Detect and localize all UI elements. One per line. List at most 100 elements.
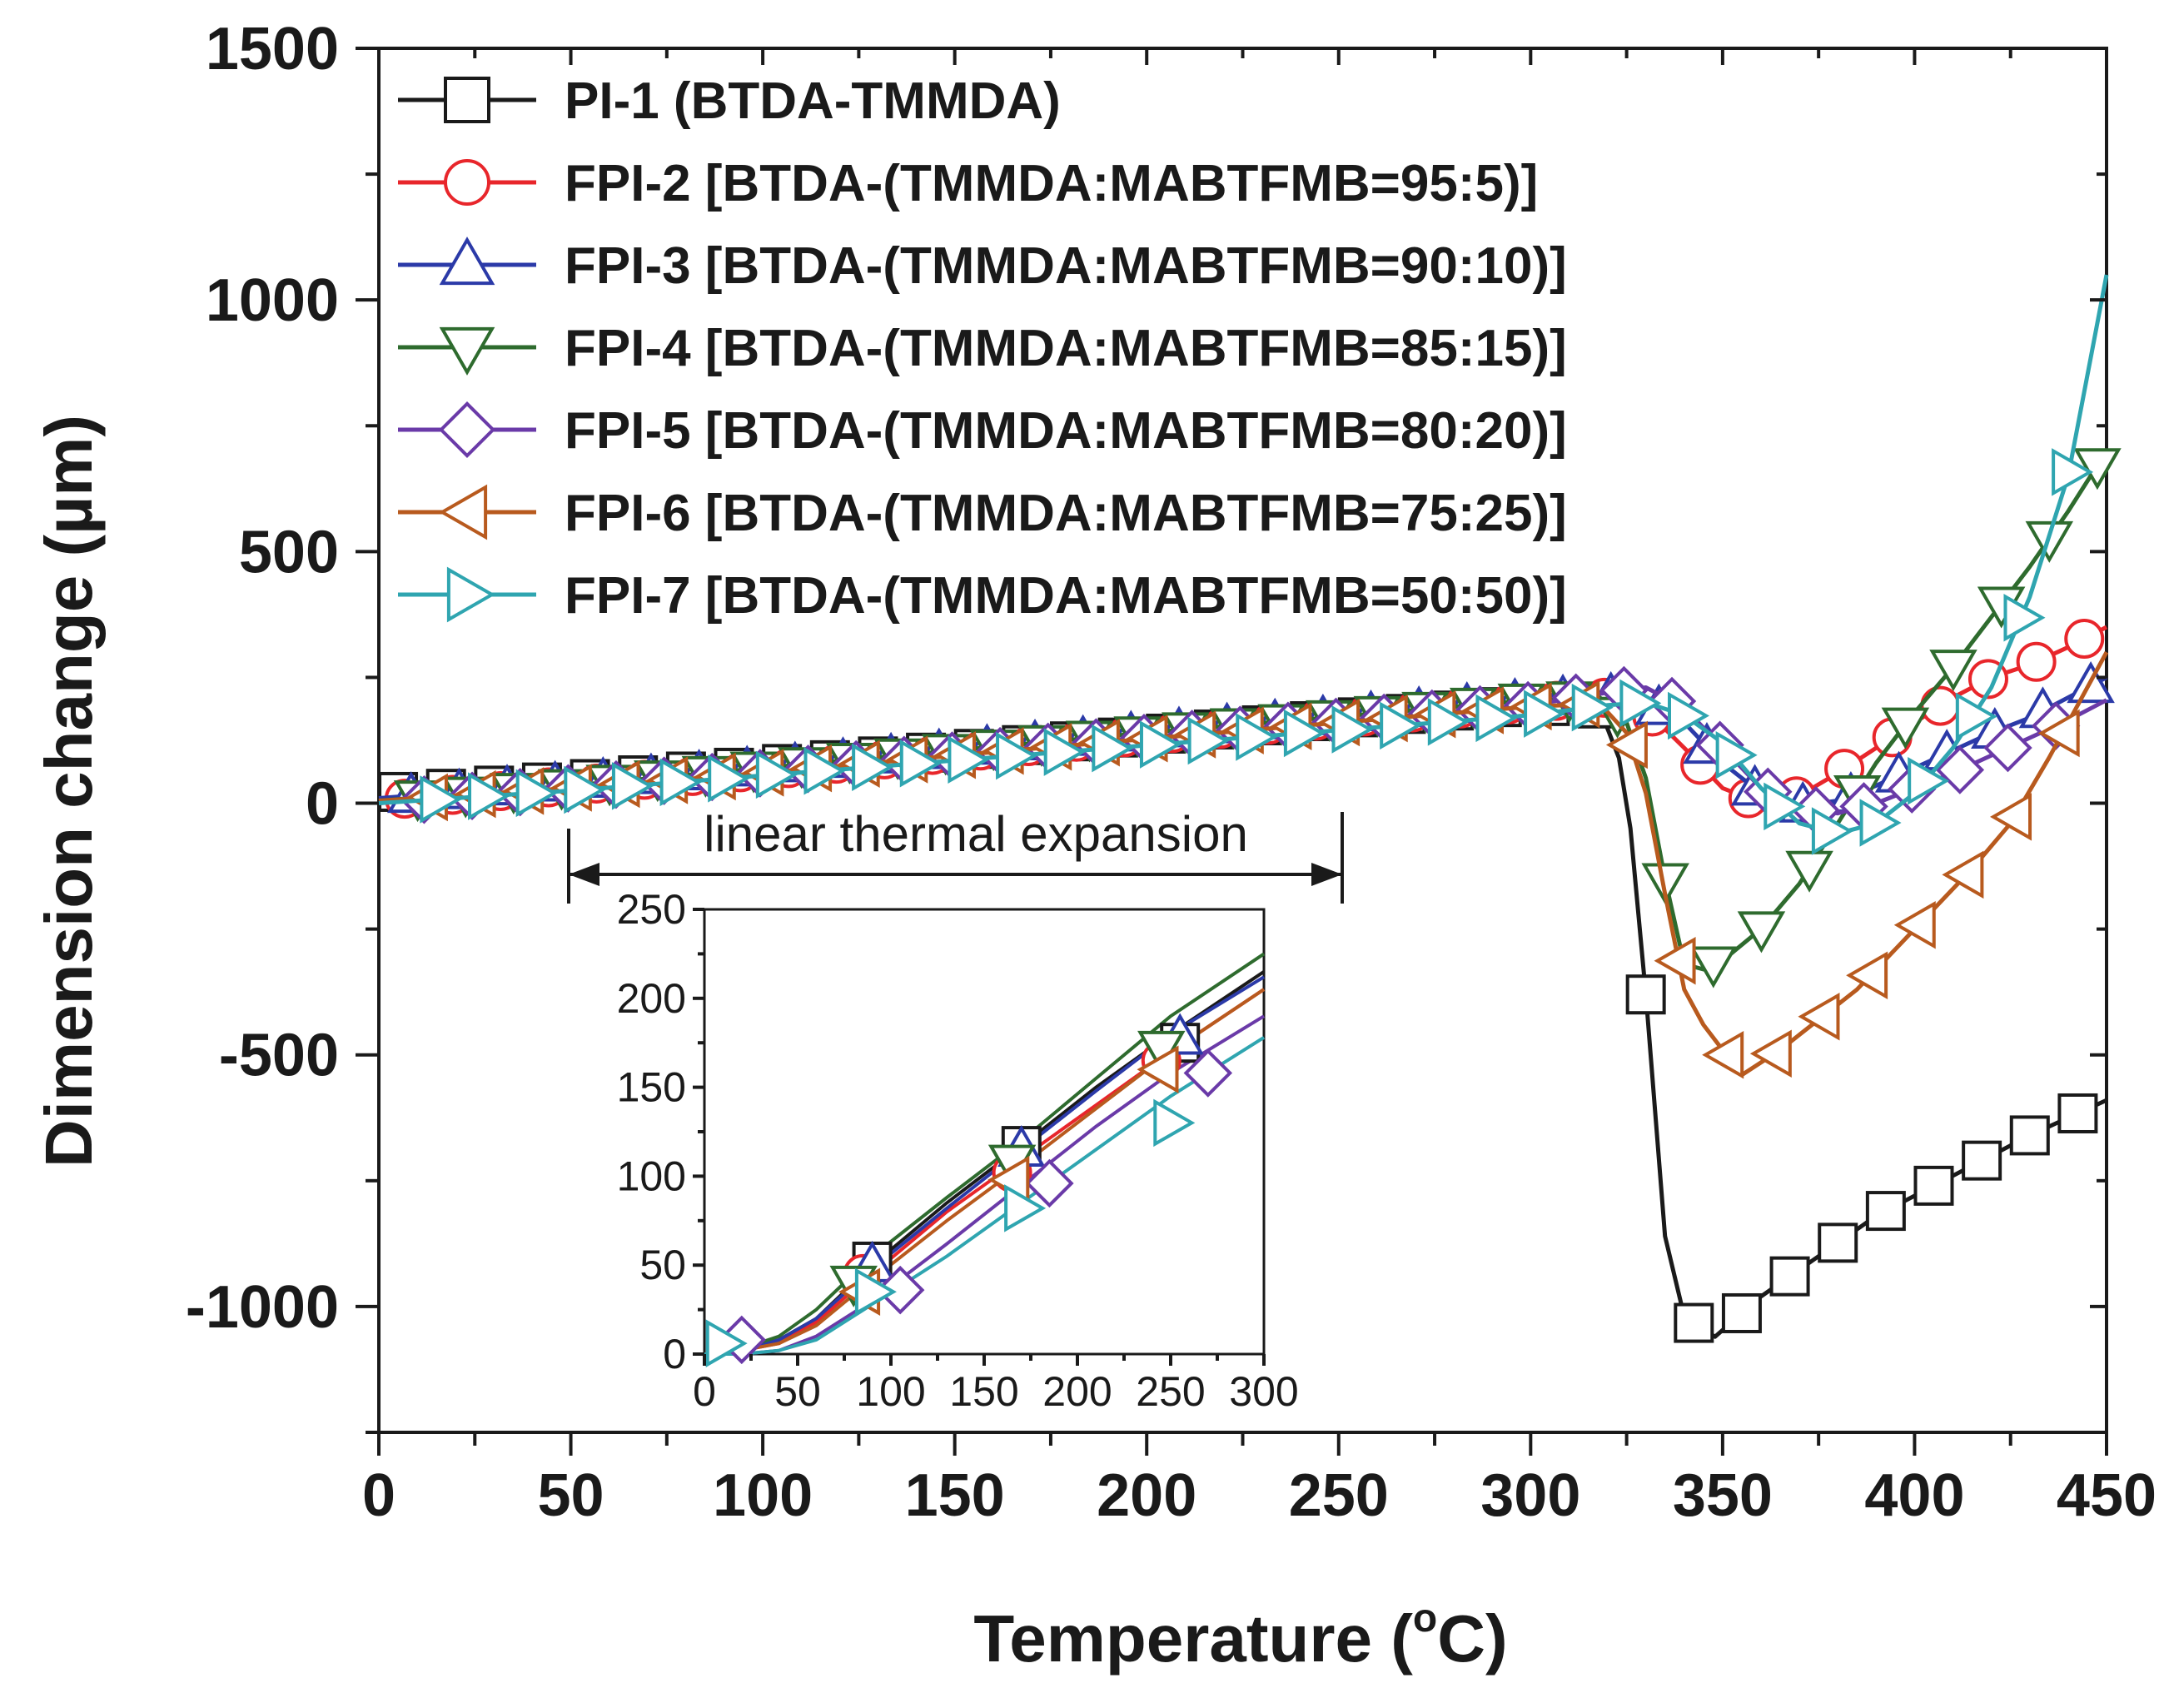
series-marker (1524, 690, 1566, 738)
inset-markers-7 (705, 1098, 1196, 1367)
series-marker (852, 743, 894, 792)
series-marker (1654, 936, 1696, 985)
x-axis-title: Temperature (oC) (973, 1596, 1507, 1676)
y-tick-label: 0 (306, 771, 339, 838)
legend-marker (444, 77, 490, 123)
inset-series-group (704, 952, 1266, 1367)
series-marker (1990, 793, 2032, 841)
legend-label: FPI-6 [BTDA-(TMMDA:MABTFMB=75:25)] (565, 485, 1567, 542)
legend-item-7: FPI-7 [BTDA-(TMMDA:MABTFMB=50:50)] (398, 566, 1567, 625)
series-marker (899, 739, 942, 788)
y-tick-label: -500 (219, 1023, 339, 1089)
legend-item-5: FPI-5 [BTDA-(TMMDA:MABTFMB=80:20)] (398, 401, 1567, 460)
series-marker (1139, 720, 1181, 769)
series-marker (1715, 730, 1758, 779)
inset-x-tick-label: 300 (1229, 1368, 1298, 1415)
series-marker (611, 762, 654, 810)
legend-item-4: FPI-4 [BTDA-(TMMDA:MABTFMB=85:15)] (398, 320, 1567, 377)
x-tick-label: 200 (1097, 1462, 1196, 1529)
series-marker (1908, 757, 1950, 805)
inset-y-tick-label: 250 (617, 886, 686, 933)
legend-marker (446, 566, 495, 623)
annotation-arrow-left-head (569, 863, 599, 886)
y-axis-title: Dimension change (µm) (32, 415, 106, 1168)
inset-series-line (704, 988, 1266, 1356)
series-marker (2057, 1093, 2098, 1133)
series-marker (1942, 850, 1984, 899)
inset-y-tick-label: 200 (617, 975, 686, 1022)
inset-marker (1153, 1098, 1196, 1148)
legend-label: FPI-3 [BTDA-(TMMDA:MABTFMB=90:10)] (565, 237, 1567, 295)
inset-x-tick-label: 150 (949, 1368, 1018, 1415)
inset-x-tick-label: 50 (774, 1368, 821, 1415)
series-marker (1811, 807, 1853, 855)
legend-item-2: FPI-2 [BTDA-(TMMDA:MABTFMB=95:5)] (398, 155, 1538, 212)
main-series-group (378, 274, 2122, 1343)
inset-marker (1137, 1045, 1179, 1093)
inset-markers-5 (717, 1048, 1233, 1365)
x-tick-label: 400 (1864, 1462, 1964, 1529)
x-axis-ticks: 0 50 100 150 200 250 300 350 400 450 (362, 48, 2157, 1529)
inset-marker (1025, 1158, 1074, 1208)
series-marker (996, 731, 1038, 780)
series-marker (1881, 707, 1930, 749)
x-axis-title-degree: o (1413, 1596, 1437, 1641)
series-marker (1475, 694, 1518, 743)
series-marker (420, 775, 462, 824)
legend: PI-1 (BTDA-TMMDA) FPI-2 [BTDA-(TMMDA:MABT… (398, 72, 1567, 625)
series-marker (1846, 951, 1888, 999)
inset-series-6 (704, 988, 1266, 1356)
series-marker (2003, 594, 2046, 642)
series-marker (659, 758, 702, 807)
series-marker (708, 754, 750, 803)
series-marker (2073, 448, 2122, 490)
series-marker (803, 747, 846, 795)
series-marker (2052, 448, 2094, 496)
y-tick-label: 1500 (206, 16, 339, 82)
series-marker (1331, 705, 1374, 754)
series-marker (1702, 1030, 1744, 1079)
series-marker (1955, 692, 1997, 741)
inset-y-tick-label: 0 (663, 1331, 686, 1377)
x-tick-label: 350 (1673, 1462, 1773, 1529)
legend-label: FPI-2 [BTDA-(TMMDA:MABTFMB=95:5)] (565, 155, 1538, 212)
series-marker (564, 765, 606, 814)
inset-marker (875, 1265, 925, 1315)
series-marker (515, 769, 558, 818)
series-marker (1283, 709, 1326, 758)
series-marker (1859, 799, 1902, 847)
series-marker (755, 750, 798, 799)
series-marker (1929, 650, 1977, 692)
series-marker (1920, 685, 1961, 726)
x-axis-title-unit: C) (1437, 1601, 1507, 1676)
series-marker (1737, 911, 1786, 954)
x-tick-label: 100 (713, 1462, 813, 1529)
series-marker (948, 735, 990, 784)
series-marker (1689, 946, 1738, 988)
series-marker (1236, 713, 1278, 761)
inset-y-tick-label: 50 (639, 1242, 686, 1288)
legend-item-1: PI-1 (BTDA-TMMDA) (398, 72, 1061, 130)
series-marker (1818, 1222, 1858, 1263)
series-marker (1092, 724, 1134, 773)
y-tick-label: 1000 (206, 267, 339, 334)
x-tick-label: 50 (538, 1462, 604, 1529)
inset-y-tick-label: 100 (617, 1153, 686, 1199)
x-tick-label: 450 (2057, 1462, 2157, 1529)
series-marker (1605, 720, 1648, 769)
series-marker (1962, 1140, 2002, 1181)
legend-marker (439, 484, 488, 540)
series-marker (1769, 1256, 1810, 1297)
series-marker (1749, 1029, 1792, 1078)
legend-marker (444, 159, 490, 206)
series-marker (1674, 1302, 1714, 1343)
series-marker (1721, 1292, 1762, 1333)
annotation-arrow-right-head (1311, 863, 1342, 886)
inset-marker (1183, 1048, 1233, 1098)
series-marker (1865, 1191, 1906, 1232)
series-marker (2064, 619, 2105, 660)
series-marker (1380, 701, 1422, 750)
legend-label: FPI-5 [BTDA-(TMMDA:MABTFMB=80:20)] (565, 402, 1567, 460)
legend-item-3: FPI-3 [BTDA-(TMMDA:MABTFMB=90:10)] (398, 237, 1567, 295)
